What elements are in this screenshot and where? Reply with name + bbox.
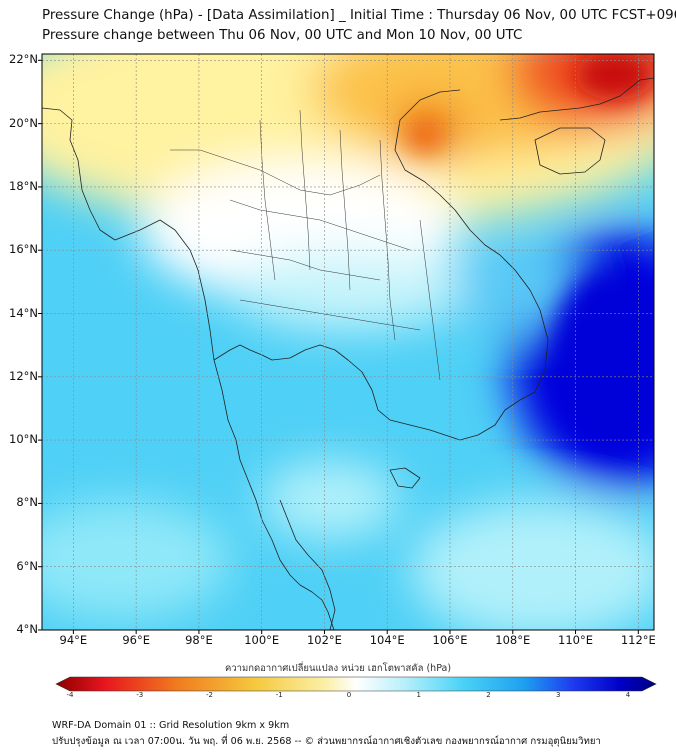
pressure-field (42, 54, 654, 630)
colorbar-tick-label: -3 (136, 691, 144, 699)
colorbar-title: ความกดอากาศเปลี่ยนแปลง หน่วย เฮกโตพาสคัล… (224, 663, 452, 674)
footer-model-info: WRF-DA Domain 01 :: Grid Resolution 9km … (52, 720, 290, 731)
lon-tick-label: 106°E (432, 633, 468, 647)
colorbar-tick-label: 1 (416, 691, 421, 699)
lon-tick-label: 112°E (620, 633, 656, 647)
admin-borders (170, 109, 441, 381)
colorbar-tick-label: 0 (346, 691, 352, 699)
lon-tick-label: 94°E (59, 633, 88, 647)
lat-tick-label: 4°N (16, 622, 38, 636)
coastlines (42, 77, 654, 630)
footer-credit: ปรับปรุงข้อมูล ณ เวลา 07:00น. วัน พฤ. ที… (52, 736, 601, 747)
gridlines (42, 54, 654, 630)
lat-tick-label: 12°N (9, 368, 38, 383)
lon-tick-label: 96°E (122, 633, 150, 647)
map-frame (41, 53, 655, 631)
colorbar-tick-label: -2 (206, 691, 213, 699)
lat-tick-label: 16°N (9, 242, 38, 257)
lon-tick-label: 110°E (558, 633, 594, 647)
lat-tick-label: 22°N (9, 52, 38, 67)
axis-ticks (38, 59, 639, 634)
colorbar-tick-label: 2 (486, 691, 491, 699)
lat-tick-label: 20°N (9, 115, 38, 130)
colorbar (55, 676, 657, 692)
colorbar-tick-label: 3 (556, 691, 561, 699)
colorbar-tick-label: -1 (275, 691, 283, 699)
colorbar-tick-label: 4 (625, 691, 631, 699)
lon-tick-label: 104°E (369, 633, 405, 647)
lat-tick-label: 14°N (9, 305, 38, 320)
chart-title: Pressure Change (hPa) - [Data Assimilati… (42, 8, 676, 23)
colorbar-bar (55, 676, 657, 692)
lat-tick-label: 18°N (9, 178, 38, 193)
lon-tick-label: 108°E (495, 633, 531, 647)
lat-tick-label: 8°N (16, 495, 38, 510)
lon-tick-label: 98°E (185, 633, 213, 647)
lat-tick-label: 10°N (9, 432, 38, 447)
colorbar-tick-label: -4 (66, 691, 74, 699)
lon-tick-label: 102°E (306, 633, 342, 647)
lon-tick-label: 100°E (244, 633, 280, 647)
chart-subtitle: Pressure change between Thu 06 Nov, 00 U… (42, 28, 523, 43)
lat-tick-label: 6°N (16, 558, 38, 573)
